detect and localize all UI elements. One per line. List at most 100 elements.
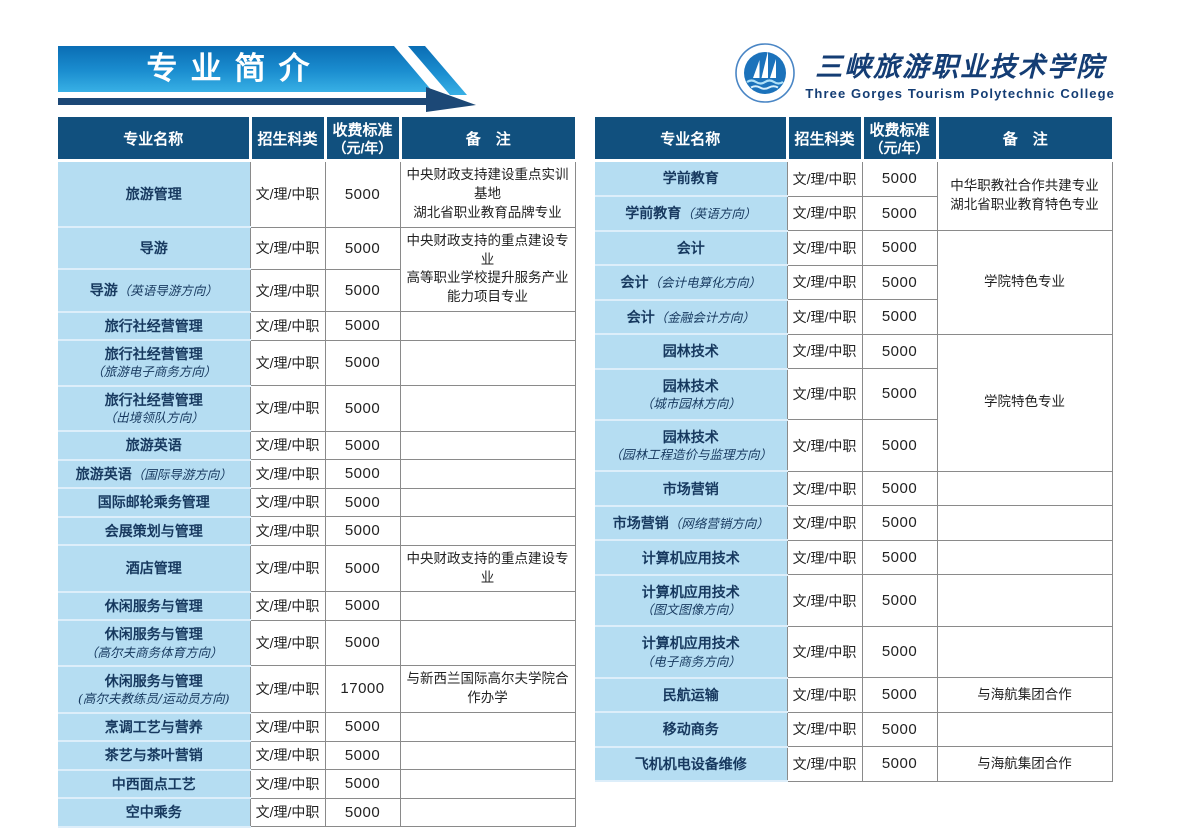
remark-cell: 中央财政支持建设重点实训基地 湖北省职业教育品牌专业 [399,160,576,228]
table-row: 学前教育（英语方向） 文/理/中职 5000 [595,195,1112,232]
category-cell: 文/理/中职 [786,160,863,197]
major-name-cell: 空中乘务 [58,797,251,828]
category-cell: 文/理/中职 [786,505,863,541]
remark-cell [936,505,1113,541]
fee-cell: 5000 [324,740,401,771]
fee-cell: 5000 [324,160,401,228]
table-row: 休闲服务与管理 （高尔夫商务体育方向） 文/理/中职 5000 [58,619,576,667]
major-name-cell: 旅游管理 [58,159,251,229]
fee-cell: 17000 [324,665,401,714]
major-name-cell: 休闲服务与管理 [58,590,251,622]
remark-cell [399,712,576,742]
major-name: 飞机机电设备维修 [634,755,747,772]
major-name-cell: 旅游英语 [58,430,251,461]
fee-cell: 5000 [861,574,938,627]
major-name: 园林技术 [662,377,719,394]
major-name-cell: 计算机应用技术 [595,539,788,576]
remark-line: 中央财政支持的重点建设专业 [406,232,569,267]
fee-cell: 5000 [861,264,938,300]
fee-cell: 5000 [324,430,401,461]
remark-cell: 中央财政支持的重点建设专业 高等职业学校提升服务产业能力项目专业 [399,226,576,313]
category-cell: 文/理/中职 [249,226,326,270]
major-name-cell: 学前教育（英语方向） [595,195,788,232]
major-name-cell: 市场营销（网络营销方向） [595,504,788,542]
category-cell: 文/理/中职 [249,591,326,621]
college-name-en: Three Gorges Tourism Polytechnic College [805,86,1115,101]
category-cell: 文/理/中职 [249,268,326,313]
major-name: 会展策划与管理 [104,522,203,539]
major-name-cell: 中西面点工艺 [58,768,251,800]
banner-shape [58,46,476,112]
major-name: 移动商务 [662,721,719,738]
left-table: 专业名称 招生科类 收费标准 （元/年） 备 注 旅游管理 文/理/中职 5000 中央… [58,117,576,828]
fee-cell: 5000 [861,677,938,713]
college-emblem-icon [735,43,796,103]
category-cell: 文/理/中职 [249,430,326,461]
major-name: 园林技术 [662,428,719,445]
major-name-cell: 休闲服务与管理 (高尔夫教练员/运动员方向) [58,664,251,714]
fee-cell: 5000 [324,591,401,621]
category-cell: 文/理/中职 [249,487,326,518]
table-row: 会计（金融会计方向） 文/理/中职 5000 [595,298,1112,335]
major-name-cell: 计算机应用技术 （图文图像方向） [595,573,788,628]
category-cell: 文/理/中职 [786,574,863,627]
major-name-cell: 休闲服务与管理 （高尔夫商务体育方向） [58,619,251,667]
major-name-cell: 移动商务 [595,711,788,748]
remark-line: 与新西兰国际高尔夫学院合作办学 [406,671,569,706]
fee-cell: 5000 [324,544,401,593]
major-name-cell: 会计（金融会计方向） [595,298,788,335]
col-header-fee: 收费标准 （元/年） [860,117,937,162]
college-logo: 三峡旅游职业技术学院 Three Gorges Tourism Polytech… [734,42,1115,104]
major-name: 旅行社经营管理 [104,346,203,363]
table-row: 民航运输 文/理/中职 5000 与海航集团合作 [595,676,1113,714]
fee-cell: 5000 [324,487,401,518]
remark-cell: 中央财政支持的重点建设专业 [399,544,576,593]
major-direction: （旅游电子商务方向） [91,364,217,380]
fee-cell: 5000 [861,419,938,472]
major-direction: （国际导游方向） [131,466,232,482]
major-name: 中西面点工艺 [111,775,196,792]
table-row: 旅游英语（国际导游方向） 文/理/中职 5000 [58,458,576,490]
major-name-cell: 会计（会计电算化方向） [595,264,788,301]
major-name-cell: 会展策划与管理 [58,515,251,547]
category-cell: 文/理/中职 [786,195,863,231]
table-row: 飞机机电设备维修 文/理/中职 5000 与海航集团合作 [595,745,1113,783]
category-cell: 文/理/中职 [786,711,863,748]
col-header-category: 招生科类 [248,117,325,162]
table-row: 国际邮轮乘务管理 文/理/中职 5000 [58,487,576,518]
remark-cell: 学院特色专业 [936,230,1113,335]
major-name: 国际邮轮乘务管理 [97,494,210,511]
remark-cell [399,591,576,621]
remark-cell: 与新西兰国际高尔夫学院合作办学 [399,665,576,714]
remark-cell: 与海航集团合作 [936,677,1113,713]
major-name-cell: 酒店管理 [58,544,251,593]
header-row: 专业名称 招生科类 收费标准 （元/年） 备 注 [595,117,1112,162]
major-name: 导游 [139,240,168,257]
category-cell: 文/理/中职 [249,160,326,228]
major-name: 旅游英语 [125,437,182,454]
category-cell: 文/理/中职 [786,419,863,472]
major-name-cell: 导游 [58,226,251,271]
fee-cell: 5000 [324,619,401,667]
major-direction: （电子商务方向） [640,653,741,669]
table-row: 空中乘务 文/理/中职 5000 [58,797,576,828]
category-cell: 文/理/中职 [249,339,326,387]
major-direction: （网络营销方向） [668,516,769,531]
table-row: 酒店管理 文/理/中职 5000 中央财政支持的重点建设专业 [58,544,576,593]
remark-cell [399,487,576,518]
category-cell: 文/理/中职 [249,385,326,432]
remark-cell [399,516,576,546]
fee-cell: 5000 [861,711,938,748]
major-name: 民航运输 [662,686,719,703]
remark-line: 湖北省职业教育特色专业 [950,197,1099,212]
remark-line: 学院特色专业 [984,394,1065,410]
major-name-cell: 园林技术 （城市园林方向） [595,367,788,421]
category-cell: 文/理/中职 [786,470,863,507]
major-name: 导游 [89,282,118,299]
major-name-cell: 计算机应用技术 （电子商务方向） [595,625,788,679]
category-cell: 文/理/中职 [249,459,326,489]
major-name: 计算机应用技术 [641,549,740,566]
major-name: 计算机应用技术 [641,583,740,600]
fee-cell: 5000 [861,299,938,335]
remark-line: 中央财政支持的重点建设专业 [406,550,569,585]
